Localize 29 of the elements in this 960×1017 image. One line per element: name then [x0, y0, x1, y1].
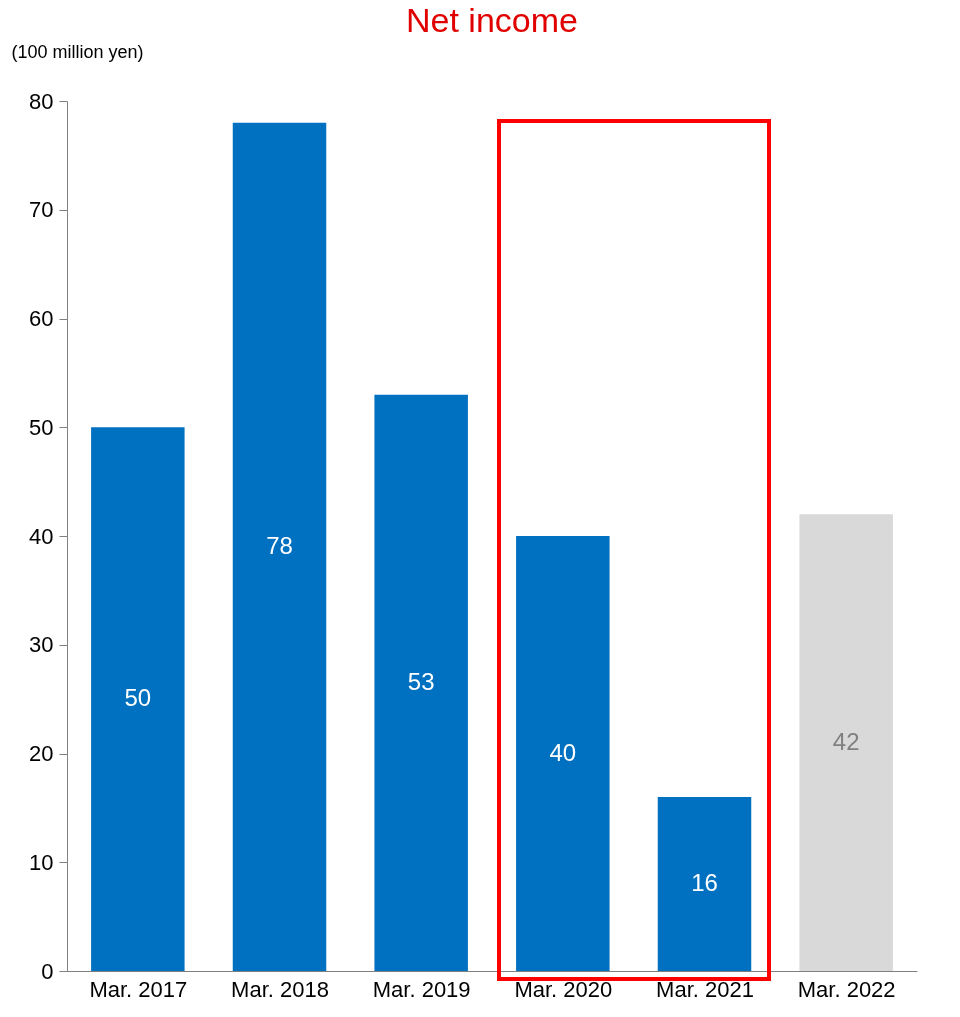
- x-tick-label: Mar. 2020: [514, 976, 613, 1002]
- data-label: 50: [124, 684, 152, 712]
- x-tick-label: Mar. 2017: [89, 976, 188, 1002]
- y-tick-label: 0: [41, 958, 54, 984]
- bar: [799, 514, 893, 971]
- y-tick-label: 70: [29, 197, 54, 223]
- bar: [657, 797, 752, 971]
- y-tick-label: 10: [29, 849, 54, 875]
- chart-title: Net income: [406, 1, 578, 39]
- bar: [516, 536, 610, 971]
- data-label: 78: [266, 531, 293, 559]
- x-tick-label: Mar. 2021: [656, 976, 754, 1002]
- data-label: 53: [407, 667, 435, 695]
- x-tick-label: Mar. 2019: [372, 976, 471, 1002]
- data-label: 16: [691, 869, 718, 896]
- x-tick-label: Mar. 2022: [797, 976, 896, 1002]
- y-tick-label: 60: [29, 306, 54, 331]
- x-tick-label: Mar. 2018: [231, 976, 329, 1002]
- data-label: 42: [832, 727, 860, 755]
- y-tick-label: 50: [29, 414, 54, 440]
- y-tick-label: 20: [29, 741, 54, 766]
- data-label: 40: [549, 738, 577, 766]
- y-tick-label: 40: [29, 523, 54, 549]
- bar: [91, 427, 185, 971]
- bar: [374, 394, 468, 971]
- bar: [232, 122, 327, 971]
- y-tick-label: 80: [29, 88, 54, 114]
- y-tick-label: 30: [29, 632, 54, 658]
- y-axis-title: (100 million yen): [11, 41, 144, 62]
